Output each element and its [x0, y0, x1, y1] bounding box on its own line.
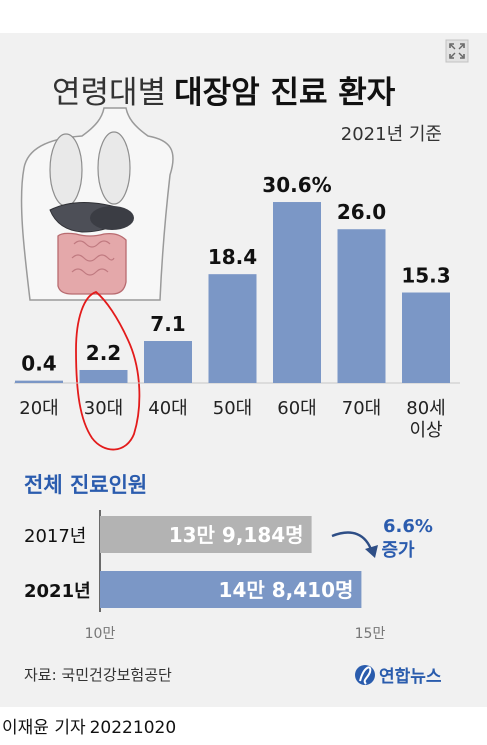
hbar-0 — [100, 516, 312, 553]
chart-title: 연령대별 대장암 진료 환자 — [52, 75, 396, 111]
category-label-5: 70대 — [342, 398, 381, 419]
hbar-year-label-0: 2017년 — [24, 526, 86, 547]
category-label-4: 60대 — [277, 398, 316, 419]
age-bar-chart: 0.4 2.2 7.1 18.4 30.6%26.0 15.3 20대 30대 40대 50대 6… — [14, 173, 460, 441]
bar-5 — [337, 229, 386, 383]
bar-value-label-1: 2.2 — [86, 341, 121, 365]
source-text: 자료: 국민건강보험공단 — [24, 666, 172, 684]
expand-icon[interactable] — [445, 39, 469, 63]
increase-text: 증가 — [381, 540, 415, 561]
bar-value-label-4: 30.6% — [262, 173, 331, 197]
bar-value-label-5: 26.0 — [337, 200, 386, 224]
title-bold: 대장암 진료 환자 — [174, 75, 396, 111]
bar-4 — [273, 202, 321, 383]
hbar-value-label-0: 13만 9,184명 — [169, 523, 304, 547]
total-patients-heading: 전체 진료인원 — [24, 473, 147, 497]
credit-line: 이재윤 기자 20221020 — [2, 713, 176, 738]
total-patients-bar-chart: 2017년 13만 9,184명 2021년 14만 8,410명 10만 15만 6.… — [24, 510, 433, 642]
bar-3 — [208, 274, 257, 383]
category-label-0: 20대 — [19, 398, 58, 419]
red-circle-annotation — [75, 290, 141, 451]
human-torso-organs-icon — [20, 107, 174, 301]
bar-1 — [79, 369, 128, 383]
bar-2 — [144, 341, 192, 383]
bar-value-label-3: 18.4 — [208, 245, 257, 269]
bar-6 — [402, 292, 450, 383]
bar-value-label-6: 15.3 — [401, 264, 450, 288]
credit-author: 이재윤 기자 — [2, 718, 86, 738]
hbar-value-label-1: 14만 8,410명 — [219, 578, 354, 602]
category-label-1: 30대 — [84, 398, 123, 419]
bar-0 — [15, 380, 63, 383]
increase-rate: 6.6% — [383, 516, 433, 537]
category-label-6: 80세 이상 — [406, 398, 445, 441]
hbar-tick-label-1: 15만 — [355, 626, 386, 642]
hbar-tick-label-0: 10만 — [85, 626, 116, 642]
category-label-3: 50대 — [213, 398, 252, 419]
category-label-2: 40대 — [148, 398, 187, 419]
credit-date: 20221020 — [89, 718, 177, 738]
bar-value-label-0: 0.4 — [21, 352, 56, 376]
hbar-1 — [100, 571, 362, 608]
bar-value-label-2: 7.1 — [150, 312, 185, 336]
logo-text: 연합뉴스 — [379, 666, 442, 687]
increase-arrowhead-icon — [365, 545, 378, 558]
hbar-year-label-1: 2021년 — [24, 581, 91, 602]
yonhap-logo-icon: 연합뉴스 — [355, 665, 442, 687]
chart-subtitle: 2021년 기준 — [341, 124, 442, 145]
title-light: 연령대별 — [52, 75, 166, 111]
